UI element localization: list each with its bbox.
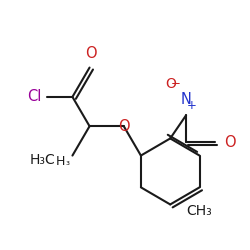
- Text: −: −: [171, 78, 181, 90]
- Text: +: +: [186, 99, 196, 112]
- Text: H₃C: H₃C: [30, 153, 55, 167]
- Text: O: O: [224, 134, 235, 150]
- Text: N: N: [181, 92, 192, 107]
- Text: H: H: [56, 155, 65, 168]
- Text: O: O: [165, 77, 176, 91]
- Text: CH₃: CH₃: [187, 204, 212, 218]
- Text: O: O: [118, 119, 130, 134]
- Text: ₃: ₃: [65, 157, 69, 167]
- Text: O: O: [86, 46, 97, 62]
- Text: Cl: Cl: [27, 90, 42, 104]
